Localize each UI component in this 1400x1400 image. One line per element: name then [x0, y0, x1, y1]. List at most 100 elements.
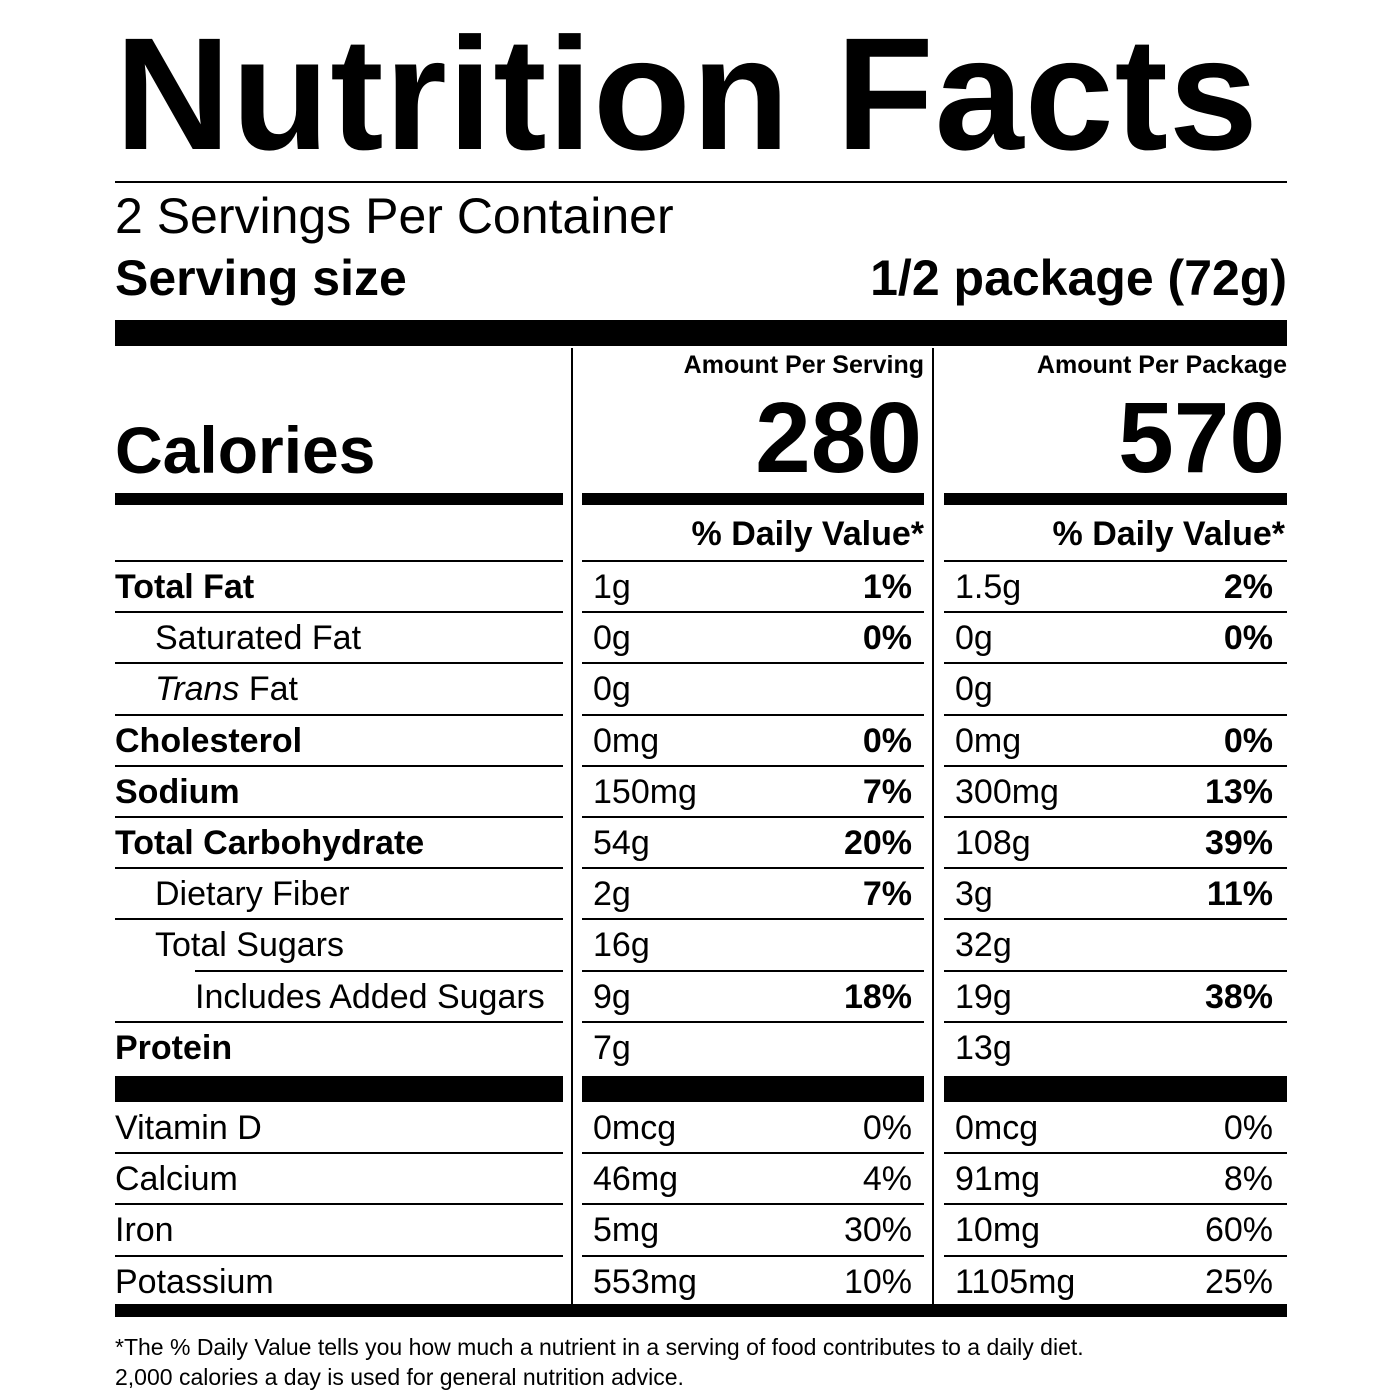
vitamins-divider: [582, 1076, 924, 1102]
row-divider: [115, 816, 563, 818]
serving-amount: 553mg: [593, 1262, 697, 1301]
serving-daily-value: 20%: [843, 824, 912, 862]
serving-amount: 1g: [593, 568, 631, 606]
serving-daily-value: 0%: [862, 619, 912, 658]
row-divider: [582, 1020, 924, 1023]
package-amount: 3g: [955, 875, 993, 914]
package-amount: 13g: [955, 1028, 1012, 1067]
package-amount: 1105mg: [955, 1262, 1076, 1301]
vitamin-name: Vitamin D: [115, 1109, 262, 1147]
serving-daily-value: 0%: [862, 1109, 912, 1147]
row-divider: [582, 713, 924, 716]
row-divider: [944, 560, 1287, 562]
row-divider: [944, 867, 1287, 870]
package-daily-value: 38%: [1204, 977, 1273, 1016]
package-daily-value: 11%: [1206, 875, 1273, 914]
vitamins-divider: [944, 1076, 1287, 1102]
row-divider: [115, 918, 563, 921]
row-divider: [582, 918, 924, 921]
row-divider: [582, 1254, 924, 1257]
row-divider: [944, 1203, 1287, 1206]
nutrient-row: Trans Fat 0g 0g: [115, 664, 1287, 715]
nutrient-name: Protein: [115, 1028, 233, 1067]
serving-daily-value: 18%: [843, 977, 912, 1016]
row-divider: [115, 662, 563, 665]
row-divider: [115, 1020, 563, 1023]
row-divider: [944, 1254, 1287, 1257]
package-amount: 108g: [955, 824, 1031, 862]
vitamins-divider: [115, 1076, 563, 1102]
calories-label: Calories: [115, 413, 376, 487]
row-divider: [944, 713, 1287, 716]
vitamin-row: Iron 5mg 30% 10mg 60%: [115, 1205, 1287, 1256]
nutrient-row: Saturated Fat 0g 0% 0g 0%: [115, 613, 1287, 664]
column-separator: [571, 348, 573, 1304]
nutrient-name: Cholesterol: [115, 721, 303, 760]
row-divider: [582, 969, 924, 972]
row-divider: [195, 969, 563, 972]
nutrient-row: Includes Added Sugars 9g 18% 19g 38%: [115, 972, 1287, 1023]
divider: [115, 181, 1287, 183]
nutrient-name: Sodium: [115, 772, 240, 811]
nutrient-name-italic: Trans: [155, 670, 240, 709]
serving-size-row: Serving size 1/2 package (72g): [115, 250, 1287, 306]
row-divider: [582, 662, 924, 665]
package-amount: 0g: [955, 670, 993, 709]
row-divider: [944, 969, 1287, 972]
nutrient-name: Trans Fat: [155, 664, 298, 714]
footnote-line: *The % Daily Value tells you how much a …: [115, 1334, 1084, 1360]
serving-amount: 46mg: [593, 1160, 679, 1199]
vitamin-row: Calcium 46mg 4% 91mg 8%: [115, 1154, 1287, 1205]
row-divider: [115, 867, 563, 870]
nutrient-row: Total Carbohydrate 54g 20% 108g 39%: [115, 818, 1287, 869]
row-divider: [944, 662, 1287, 665]
row-divider: [582, 867, 924, 870]
nutrient-name-rest: Fat: [239, 670, 298, 709]
serving-daily-value: 30%: [843, 1211, 912, 1250]
package-amount: 300mg: [955, 772, 1059, 811]
row-divider: [944, 816, 1287, 818]
package-daily-value: 0%: [1223, 721, 1273, 760]
serving-amount: 2g: [593, 875, 631, 914]
footnote: *The % Daily Value tells you how much a …: [115, 1332, 1084, 1392]
serving-daily-value: 0%: [862, 721, 912, 760]
nutrient-name: Dietary Fiber: [155, 875, 350, 914]
serving-daily-value: 4%: [862, 1160, 912, 1199]
calories-per-package: 570: [1118, 382, 1285, 494]
package-daily-value: 0%: [1223, 1109, 1273, 1147]
footnote-line: 2,000 calories a day is used for general…: [115, 1364, 684, 1390]
row-divider: [115, 713, 563, 716]
thick-divider: [115, 320, 1287, 346]
row-divider: [115, 1203, 563, 1206]
nutrient-row: Sodium 150mg 7% 300mg 13%: [115, 767, 1287, 818]
nutrient-row: Cholesterol 0mg 0% 0mg 0%: [115, 716, 1287, 767]
nutrition-label: Nutrition Facts 2 Servings Per Container…: [115, 0, 1287, 1400]
serving-amount: 0g: [593, 619, 631, 658]
package-amount: 0g: [955, 619, 993, 658]
serving-daily-value: 7%: [862, 772, 912, 811]
row-divider: [944, 611, 1287, 614]
serving-amount: 150mg: [593, 772, 697, 811]
package-amount: 10mg: [955, 1211, 1041, 1250]
nutrient-row: Total Fat 1g 1% 1.5g 2%: [115, 562, 1287, 613]
calories-per-serving: 280: [755, 382, 922, 494]
package-daily-value: 8%: [1223, 1160, 1273, 1199]
package-daily-value: 13%: [1204, 772, 1273, 811]
bottom-divider: [115, 1304, 1287, 1317]
row-divider: [582, 611, 924, 614]
nutrient-row: Total Sugars 16g 32g: [115, 920, 1287, 971]
row-divider: [582, 1203, 924, 1206]
vitamin-name: Potassium: [115, 1262, 274, 1301]
nutrient-name: Includes Added Sugars: [195, 977, 545, 1016]
row-divider: [582, 816, 924, 818]
serving-amount: 16g: [593, 926, 650, 965]
serving-amount: 54g: [593, 824, 650, 862]
row-divider: [944, 764, 1287, 767]
package-amount: 1.5g: [955, 568, 1022, 606]
serving-daily-value: 1%: [862, 568, 912, 606]
row-divider: [582, 560, 924, 562]
serving-amount: 9g: [593, 977, 631, 1016]
package-daily-value: 2%: [1223, 568, 1273, 606]
row-divider: [115, 1254, 563, 1257]
package-amount: 32g: [955, 926, 1012, 965]
